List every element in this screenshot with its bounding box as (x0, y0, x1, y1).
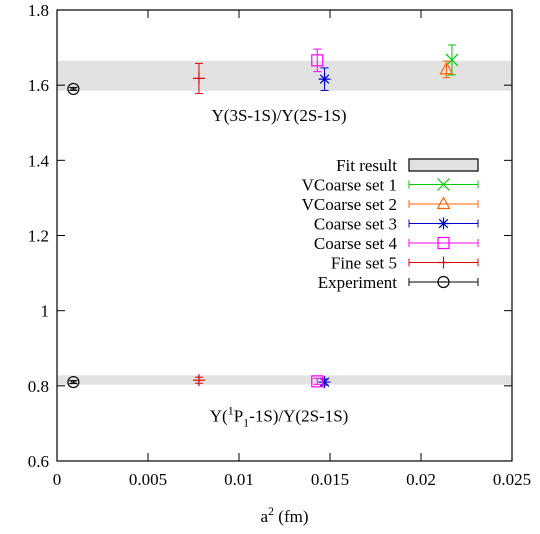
annotation-part: 1 (228, 404, 234, 418)
x-label-unit: (fm) (274, 507, 308, 526)
axis-ticks: 0 0.005 0.01 0.015 0.02 0.025 0.6 0.8 1 1.2 1.4 1.6… (28, 1, 531, 489)
y-tick-label: 1.2 (28, 227, 49, 246)
data-point (67, 82, 80, 96)
annotations: Υ(3S-1S)/Υ(2S-1S)Υ(1P1-1S)/Υ(2S-1S) (210, 106, 349, 430)
annotation-part: Υ( (210, 407, 228, 426)
y-tick-label: 0.8 (28, 377, 49, 396)
series-3-point-0-square-marker (311, 54, 324, 67)
legend-5-plus-marker (437, 256, 450, 269)
annotation-ratio-1p: Υ(1P1-1S)/Υ(2S-1S) (210, 404, 349, 430)
legend-entry: Fit result (336, 156, 479, 175)
annotation-ratio-3s: Υ(3S-1S)/Υ(2S-1S) (212, 106, 347, 125)
data-point (439, 60, 454, 79)
legend-label: Fine set 5 (331, 254, 397, 273)
x-label-base: a (260, 507, 268, 526)
series-3-point-1-square-marker (311, 375, 324, 388)
data-point (192, 374, 205, 387)
annotation-part: 1 (243, 416, 249, 430)
legend-entry: Coarse set 4 (314, 234, 479, 253)
data-point (445, 44, 459, 76)
fit-band-0 (57, 60, 512, 91)
series-4-point-0-plus-marker (192, 72, 205, 85)
series-0-point-0-x-marker (445, 53, 459, 67)
y-tick-label: 1.4 (28, 151, 50, 170)
annotation-part: P (234, 407, 243, 426)
data-point (192, 62, 205, 94)
data-point (311, 375, 324, 388)
legend-3-star-marker (437, 217, 450, 230)
legend-label: Fit result (336, 156, 397, 175)
legend-entry: Coarse set 3 (314, 215, 479, 234)
x-tick-label: 0.015 (311, 470, 349, 489)
legend-label: VCoarse set 1 (302, 176, 397, 195)
series-2-point-0-star-marker (318, 73, 331, 86)
legend-label: Coarse set 4 (314, 234, 398, 253)
series-1-point-0-triangle-marker (439, 61, 454, 75)
data-point (311, 48, 324, 73)
x-axis-label: a2 (fm) (260, 504, 308, 526)
legend-4-square-marker (437, 236, 450, 250)
x-tick-label: 0.025 (493, 470, 531, 489)
legend-label: VCoarse set 2 (302, 195, 397, 214)
legend-entry: VCoarse set 2 (302, 195, 479, 214)
y-tick-label: 1.6 (28, 76, 49, 95)
legend-entry: Fine set 5 (331, 254, 479, 273)
series-5-point-1-circle-marker (67, 375, 80, 389)
series-5-point-0-circle-marker (67, 82, 80, 96)
annotation-part: -1S)/Υ(2S-1S) (249, 407, 348, 426)
series-2-point-1-star-marker (318, 376, 331, 389)
legend-1-x-marker (437, 178, 450, 191)
x-tick-label: 0.01 (224, 470, 254, 489)
data-point (318, 67, 331, 91)
legend-entry: VCoarse set 1 (302, 176, 479, 195)
x-tick-label: 0.005 (129, 470, 167, 489)
annotation-part: Υ(3S-1S)/Υ(2S-1S) (212, 106, 347, 125)
legend-2-triangle-marker (436, 196, 451, 210)
x-tick-label: 0 (53, 470, 62, 489)
series-4-point-1-plus-marker (192, 374, 205, 387)
fit-band-1 (57, 375, 512, 385)
legend-label: Experiment (318, 273, 398, 292)
y-tick-label: 1 (41, 302, 50, 321)
y-tick-label: 1.8 (28, 1, 49, 20)
legend-band-swatch (408, 158, 479, 172)
y-tick-label: 0.6 (28, 452, 49, 471)
data-point (318, 376, 331, 389)
x-label-sup: 2 (268, 504, 274, 518)
legend-entry: Experiment (318, 273, 479, 292)
data-points (67, 44, 459, 389)
fit-bands (57, 60, 512, 385)
legend-6-circle-marker (437, 275, 450, 289)
x-tick-label: 0.02 (406, 470, 436, 489)
data-point (67, 375, 80, 389)
legend-label: Coarse set 3 (314, 215, 397, 234)
